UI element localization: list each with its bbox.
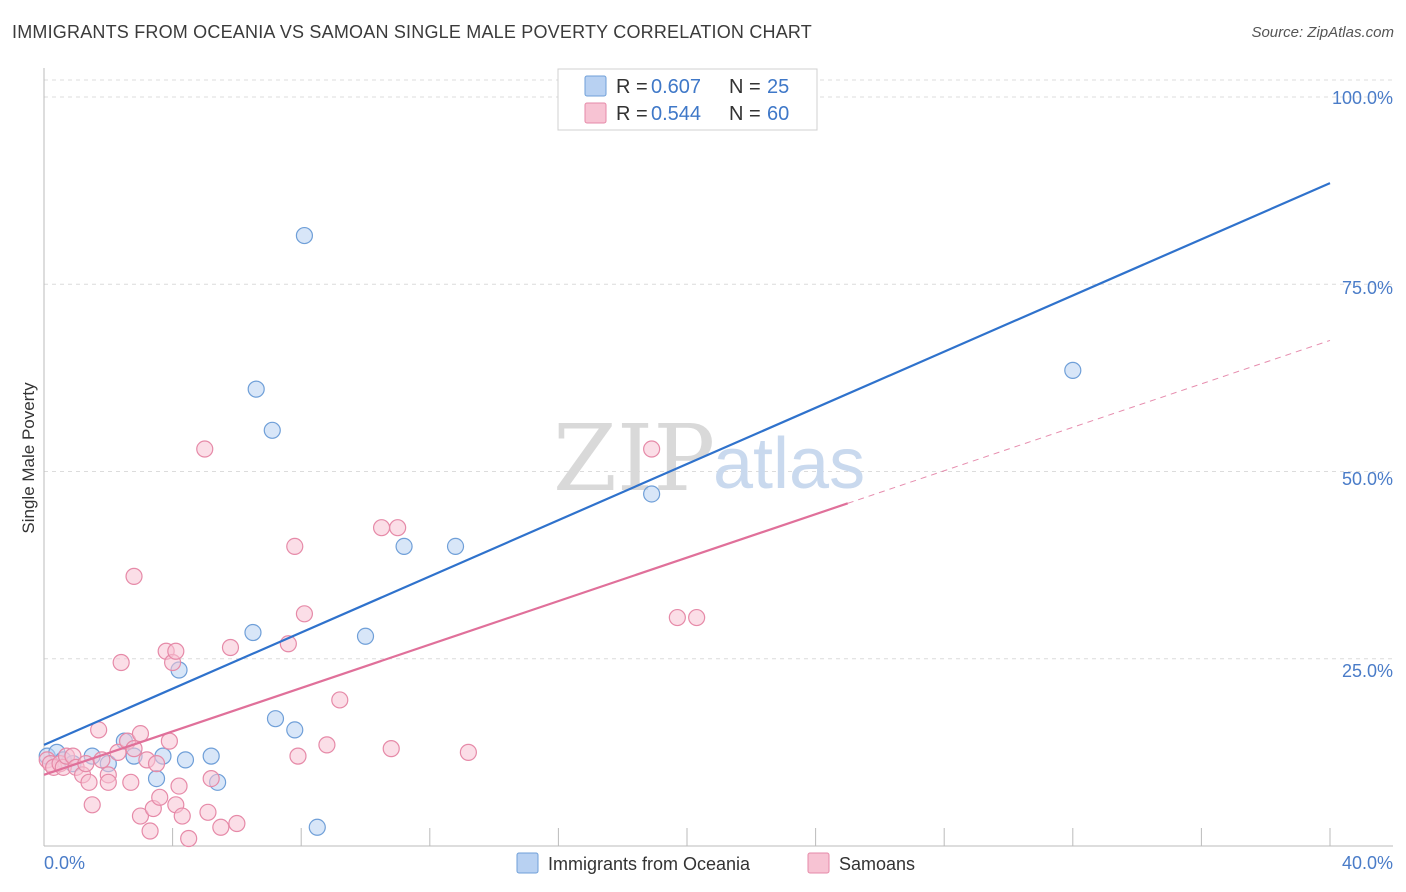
source-credit: Source: ZipAtlas.com xyxy=(1251,24,1394,41)
bottom-legend-swatch-blue xyxy=(516,852,539,874)
oceania-point xyxy=(643,485,661,503)
y-tick-label-100: 100.0% xyxy=(1332,88,1393,108)
samoan-point xyxy=(389,519,407,537)
legend-r-label-1: R = xyxy=(616,76,648,98)
legend-r-value-2: 0.544 xyxy=(651,103,701,125)
samoan-point xyxy=(331,691,349,709)
oceania-point xyxy=(176,751,195,769)
legend-r-value-1: 0.607 xyxy=(651,76,701,98)
samoan-point xyxy=(295,605,314,623)
oceania-point xyxy=(446,537,465,556)
samoan-point xyxy=(196,440,214,458)
x-tick-label-max: 40.0% xyxy=(1342,853,1393,873)
samoan-point xyxy=(643,440,661,458)
axes xyxy=(43,68,1393,847)
samoan-point xyxy=(173,807,191,825)
samoan-point xyxy=(147,755,166,773)
legend-swatch-blue xyxy=(584,75,607,97)
watermark-zip: ZIP xyxy=(553,405,715,512)
oceania-point xyxy=(1064,361,1082,379)
samoan-point xyxy=(180,829,198,848)
samoan-point xyxy=(289,747,307,765)
bottom-legend-swatch-pink xyxy=(807,852,830,874)
oceania-trend-line xyxy=(43,182,1331,746)
samoan-point xyxy=(382,740,400,758)
y-axis-label: Single Male Poverty xyxy=(19,382,38,534)
oceania-point xyxy=(244,623,262,642)
bottom-legend-label-oceania: Immigrants from Oceania xyxy=(548,854,751,874)
oceania-point xyxy=(395,537,413,556)
oceania-point xyxy=(263,421,281,439)
samoan-point xyxy=(131,807,150,825)
samoan-point xyxy=(141,822,159,840)
watermark: ZIP atlas xyxy=(553,405,865,512)
samoan-point xyxy=(99,773,117,791)
x-tick-label-min: 0.0% xyxy=(44,853,85,873)
samoan-point xyxy=(122,773,140,791)
samoan-point xyxy=(151,788,169,806)
oceania-point xyxy=(286,721,304,739)
samoan-point xyxy=(286,537,304,556)
oceania-point xyxy=(247,380,265,398)
legend-n-value-1: 25 xyxy=(767,76,789,98)
samoan-point xyxy=(668,608,686,627)
legend-r-label-2: R = xyxy=(616,103,648,125)
oceania-point xyxy=(202,747,220,765)
legend-n-label-2: N = xyxy=(729,103,761,125)
oceania-point xyxy=(147,769,166,788)
bottom-legend-label-samoans: Samoans xyxy=(839,854,915,874)
samoan-point xyxy=(125,567,143,585)
samoan-point xyxy=(112,653,130,672)
chart-title: IMMIGRANTS FROM OCEANIA VS SAMOAN SINGLE… xyxy=(12,22,813,42)
y-tick-label-50: 50.0% xyxy=(1342,469,1393,489)
oceania-point xyxy=(356,627,375,645)
trend-lines xyxy=(43,182,1331,776)
samoan-point xyxy=(199,803,217,821)
grid xyxy=(44,79,1393,660)
samoan-point xyxy=(83,796,101,814)
oceania-point xyxy=(308,818,326,836)
samoan-point xyxy=(221,638,240,657)
samoan-point xyxy=(212,818,230,836)
watermark-atlas: atlas xyxy=(713,424,865,504)
y-tick-label-25: 25.0% xyxy=(1342,661,1393,681)
samoan-point xyxy=(318,736,336,754)
legend-swatch-pink xyxy=(584,102,607,124)
legend-n-value-2: 60 xyxy=(767,103,789,125)
samoan-point xyxy=(167,642,185,660)
samoan-point xyxy=(228,814,246,833)
samoan-point xyxy=(688,608,706,627)
y-tick-label-75: 75.0% xyxy=(1342,278,1393,298)
samoan-point xyxy=(459,743,477,761)
samoan-point xyxy=(372,519,391,537)
samoan-point xyxy=(170,777,188,795)
samoan-trend-line xyxy=(43,502,849,776)
samoan-trend-line-dashed xyxy=(847,339,1331,504)
legend: R = 0.607 N = 25 R = 0.544 N = 60 xyxy=(557,68,818,131)
samoan-point xyxy=(202,769,220,788)
data-points xyxy=(38,226,1082,848)
samoan-point xyxy=(80,773,98,791)
bottom-legend: Immigrants from Oceania Samoans xyxy=(516,852,915,874)
oceania-point xyxy=(295,226,314,245)
legend-n-label-1: N = xyxy=(729,76,761,98)
oceania-point xyxy=(266,710,285,728)
